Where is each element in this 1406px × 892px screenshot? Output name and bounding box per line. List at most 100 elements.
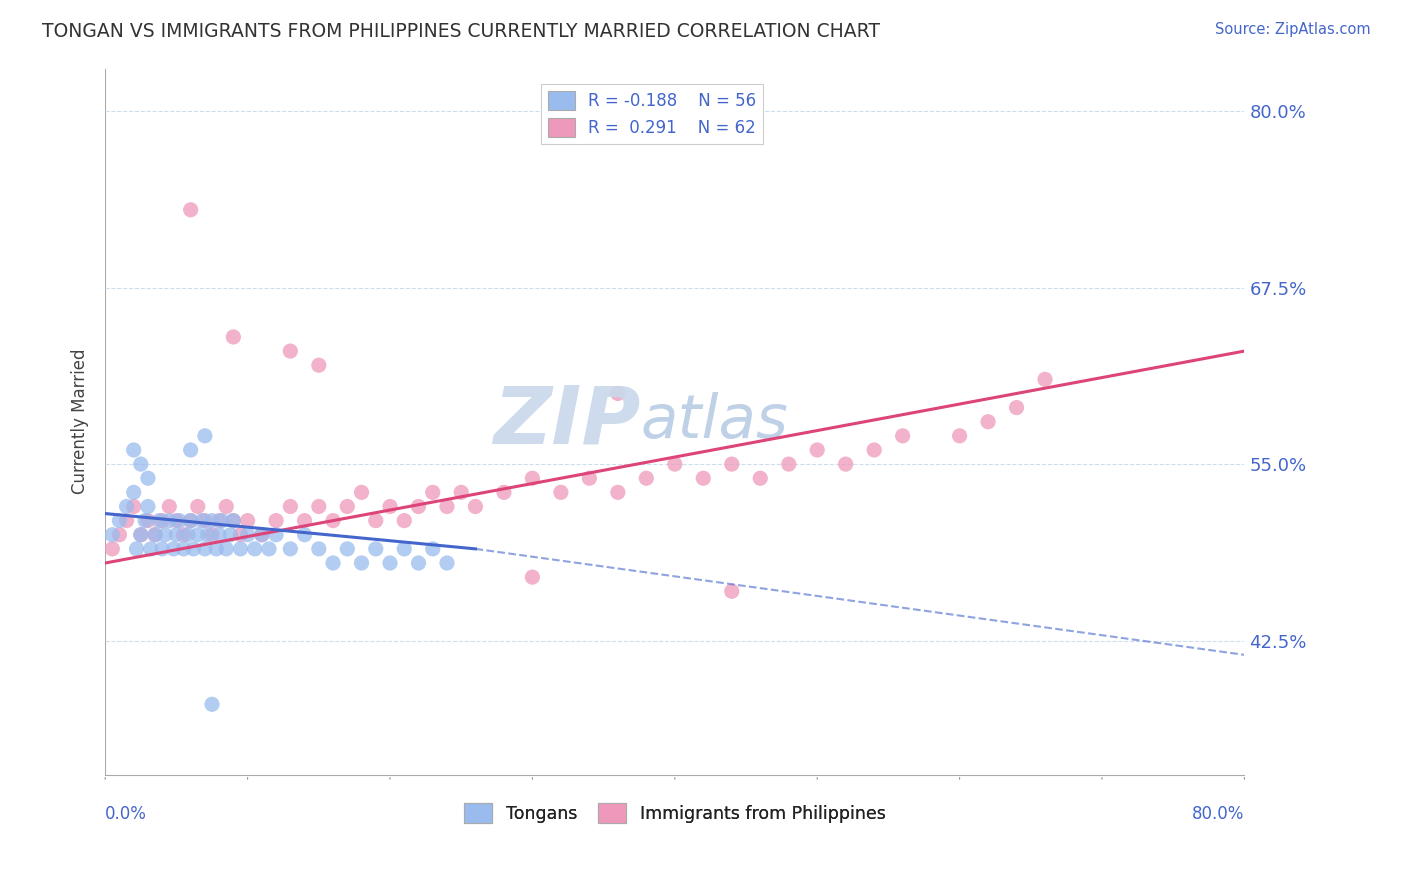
Point: [101, 541, 124, 556]
Point: [977, 415, 1000, 429]
Point: [749, 471, 772, 485]
Point: [157, 514, 180, 528]
Point: [464, 500, 486, 514]
Point: [229, 541, 252, 556]
Point: [863, 442, 886, 457]
Point: [322, 556, 344, 570]
Point: [250, 527, 273, 541]
Point: [1033, 372, 1056, 386]
Text: TONGAN VS IMMIGRANTS FROM PHILIPPINES CURRENTLY MARRIED CORRELATION CHART: TONGAN VS IMMIGRANTS FROM PHILIPPINES CU…: [42, 22, 880, 41]
Point: [243, 541, 266, 556]
Point: [162, 541, 184, 556]
Point: [115, 500, 138, 514]
Legend: Tongans, Immigrants from Philippines: Tongans, Immigrants from Philippines: [457, 796, 893, 830]
Point: [350, 485, 373, 500]
Point: [492, 485, 515, 500]
Text: Source: ZipAtlas.com: Source: ZipAtlas.com: [1215, 22, 1371, 37]
Point: [208, 514, 231, 528]
Point: [450, 485, 472, 500]
Point: [278, 344, 301, 359]
Point: [157, 500, 180, 514]
Point: [364, 541, 387, 556]
Text: ZIP: ZIP: [494, 383, 641, 461]
Point: [208, 527, 231, 541]
Point: [108, 527, 131, 541]
Point: [550, 485, 572, 500]
Text: 0.0%: 0.0%: [105, 805, 148, 823]
Point: [136, 471, 159, 485]
Point: [308, 358, 330, 372]
Point: [720, 457, 742, 471]
Point: [422, 541, 444, 556]
Y-axis label: Currently Married: Currently Married: [72, 349, 89, 494]
Point: [949, 429, 972, 443]
Point: [134, 514, 156, 528]
Point: [422, 485, 444, 500]
Point: [139, 541, 162, 556]
Text: 80.0%: 80.0%: [1192, 805, 1244, 823]
Point: [173, 527, 195, 541]
Point: [308, 541, 330, 556]
Point: [129, 527, 152, 541]
Point: [806, 442, 828, 457]
Point: [150, 541, 173, 556]
Point: [194, 541, 217, 556]
Point: [222, 514, 245, 528]
Point: [143, 527, 166, 541]
Point: [278, 500, 301, 514]
Point: [436, 500, 458, 514]
Point: [264, 514, 287, 528]
Point: [101, 527, 124, 541]
Point: [229, 527, 252, 541]
Point: [522, 570, 544, 584]
Point: [129, 527, 152, 541]
Point: [1005, 401, 1028, 415]
Point: [215, 541, 238, 556]
Point: [187, 527, 209, 541]
Point: [165, 527, 187, 541]
Point: [692, 471, 714, 485]
Point: [150, 514, 173, 528]
Point: [378, 556, 401, 570]
Point: [350, 556, 373, 570]
Point: [191, 514, 214, 528]
Point: [197, 527, 219, 541]
Point: [122, 500, 145, 514]
Point: [294, 514, 316, 528]
Point: [180, 514, 202, 528]
Point: [129, 457, 152, 471]
Point: [636, 471, 658, 485]
Point: [180, 514, 202, 528]
Point: [222, 330, 245, 344]
Text: atlas: atlas: [641, 392, 789, 451]
Point: [278, 541, 301, 556]
Point: [115, 514, 138, 528]
Point: [664, 457, 686, 471]
Point: [394, 514, 416, 528]
Point: [180, 202, 202, 217]
Point: [308, 500, 330, 514]
Point: [180, 442, 202, 457]
Point: [236, 527, 259, 541]
Point: [205, 541, 228, 556]
Point: [606, 386, 628, 401]
Point: [236, 514, 259, 528]
Point: [408, 556, 430, 570]
Point: [336, 500, 359, 514]
Point: [436, 556, 458, 570]
Point: [194, 514, 217, 528]
Point: [201, 527, 224, 541]
Point: [153, 527, 176, 541]
Point: [834, 457, 856, 471]
Point: [219, 527, 242, 541]
Point: [222, 514, 245, 528]
Point: [165, 514, 187, 528]
Point: [183, 541, 205, 556]
Point: [201, 514, 224, 528]
Point: [322, 514, 344, 528]
Point: [522, 471, 544, 485]
Point: [891, 429, 914, 443]
Point: [336, 541, 359, 556]
Point: [778, 457, 800, 471]
Point: [173, 541, 195, 556]
